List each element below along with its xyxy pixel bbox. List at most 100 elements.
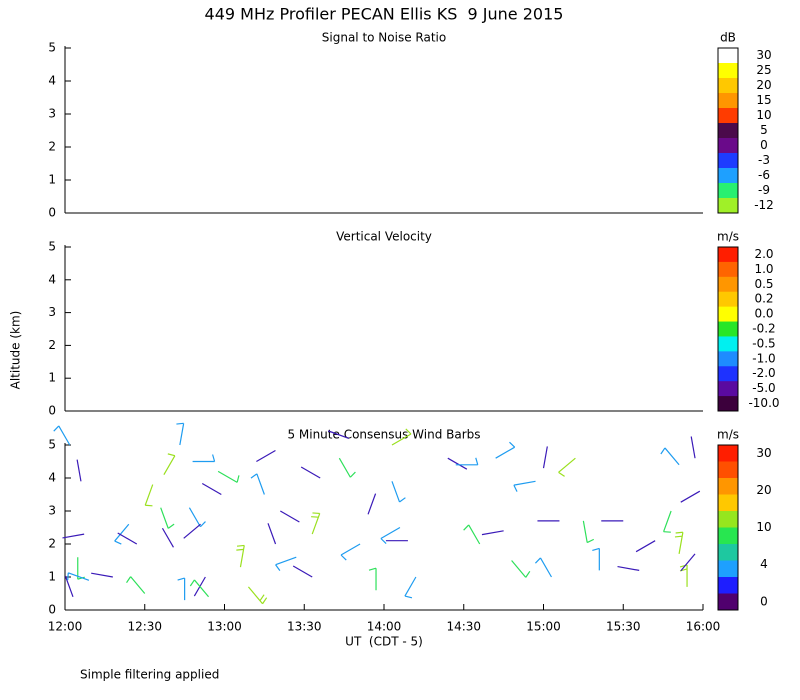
colorbar-segment: [718, 366, 738, 382]
y-tick-label: 1: [48, 371, 56, 385]
wind-barb: [592, 547, 600, 571]
wind-barb: [391, 428, 412, 446]
wind-barb: [617, 565, 640, 571]
footnote: Simple filtering applied: [80, 668, 219, 682]
y-tick-label: 3: [48, 504, 56, 518]
wind-barb: [635, 540, 656, 553]
wind-barb: [163, 453, 176, 475]
x-tick-label: 16:00: [686, 620, 721, 634]
colorbar-label: -10.0: [748, 396, 779, 410]
wind-barb: [275, 556, 297, 571]
colorbar-segment: [718, 593, 738, 611]
y-axis-label: Altitude (km): [9, 311, 23, 390]
colorbar-segment: [718, 291, 738, 308]
wind-barb: [53, 425, 71, 446]
wind-barb: [513, 480, 536, 492]
colorbar-segment: [718, 123, 738, 139]
wind-barb: [126, 576, 146, 594]
wind-barb: [481, 530, 504, 536]
y-tick-label: 2: [48, 537, 56, 551]
wind-barb: [690, 436, 696, 459]
colorbar-segment: [718, 261, 738, 278]
colorbar-segment: [718, 183, 738, 199]
colorbar-label: -2.0: [752, 366, 775, 380]
y-tick-label: 5: [48, 240, 56, 254]
colorbar-segment: [718, 511, 738, 528]
colorbar-segment: [718, 544, 738, 561]
colorbar-label: 15: [756, 93, 771, 107]
wind-barb: [455, 457, 479, 466]
y-tick-label: 5: [48, 41, 56, 55]
y-tick-label: 5: [48, 438, 56, 452]
y-tick-label: 0: [48, 603, 56, 617]
wind-barb: [338, 457, 356, 478]
colorbar-segment: [718, 276, 738, 293]
colorbar-segment: [718, 560, 738, 578]
wind-barb: [189, 579, 210, 598]
wind-barb: [256, 449, 276, 463]
wind-barb: [404, 576, 417, 599]
wind-barb: [144, 484, 154, 507]
wind-barb: [236, 544, 245, 568]
colorbar-label: -6: [758, 168, 770, 182]
wind-barb: [62, 533, 85, 539]
colorbar-segment: [718, 93, 738, 109]
colorbar-segment: [718, 381, 738, 397]
colorbar-label: 0.0: [754, 307, 773, 321]
y-tick-label: 1: [48, 570, 56, 584]
colorbar-label: -0.5: [752, 336, 775, 350]
colorbar-segment: [718, 396, 738, 412]
colorbar-segment: [718, 63, 738, 79]
wind-barb: [280, 510, 300, 523]
colorbar-label: -0.2: [752, 322, 775, 336]
colorbar-label: 4: [760, 557, 768, 571]
colorbar-segment: [718, 461, 738, 479]
x-tick-label: 13:00: [207, 620, 242, 634]
x-tick-label: 14:00: [367, 620, 402, 634]
colorbar-label: -12: [754, 198, 774, 212]
wind-barb: [300, 466, 321, 479]
wind-barb: [367, 493, 377, 515]
colorbar-label: -9: [758, 183, 770, 197]
colorbar-label: -5.0: [752, 381, 775, 395]
x-tick-label: 12:30: [127, 620, 162, 634]
wind-barb: [328, 430, 350, 439]
y-tick-label: 1: [48, 173, 56, 187]
colorbar-segment: [718, 577, 738, 594]
wind-barb: [250, 473, 265, 495]
wind-barb: [247, 586, 268, 605]
y-tick-label: 0: [48, 404, 56, 418]
wind-barb: [77, 557, 85, 580]
y-tick-label: 4: [48, 74, 56, 88]
wind-barb: [663, 510, 672, 533]
x-tick-label: 15:00: [526, 620, 561, 634]
colorbar-segment: [718, 153, 738, 169]
wind-barb: [114, 523, 130, 545]
wind-barb: [160, 507, 175, 529]
x-axis-label: UT (CDT - 5): [345, 635, 423, 649]
colorbar-segment: [718, 247, 738, 263]
wind-barb: [183, 523, 201, 539]
y-tick-label: 2: [48, 338, 56, 352]
wind-barb: [117, 532, 138, 545]
colorbar-label: 5: [760, 123, 768, 137]
wind-barb: [680, 490, 701, 503]
colorbar-segment: [718, 321, 738, 337]
wind-barb: [674, 531, 684, 555]
colorbar-unit: dB: [720, 31, 736, 45]
colorbar-label: 20: [756, 78, 771, 92]
page-title: 449 MHz Profiler PECAN Ellis KS 9 June 2…: [205, 5, 564, 24]
y-tick-label: 0: [48, 206, 56, 220]
y-tick-label: 2: [48, 140, 56, 154]
wind-barb: [64, 575, 74, 598]
wind-barb: [534, 557, 552, 578]
colorbar-unit: m/s: [717, 428, 739, 442]
colorbar-segment: [718, 306, 738, 323]
panel-title: Signal to Noise Ratio: [322, 31, 446, 45]
colorbar-label: 25: [756, 63, 771, 77]
y-tick-label: 3: [48, 305, 56, 319]
colorbar-segment: [718, 527, 738, 545]
wind-barb: [495, 441, 516, 459]
wind-barb: [188, 507, 206, 528]
